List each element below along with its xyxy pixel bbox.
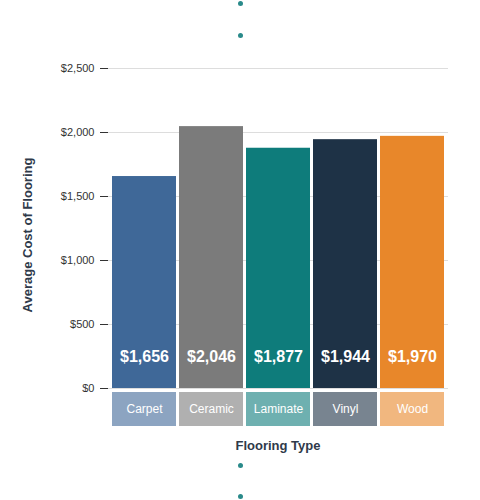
svg-text:Ceramic: Ceramic xyxy=(189,402,234,416)
svg-text:$0: $0 xyxy=(82,382,94,392)
svg-text:$2,046: $2,046 xyxy=(187,348,236,365)
svg-text:$2,000: $2,000 xyxy=(61,126,95,138)
svg-text:$500: $500 xyxy=(70,318,94,330)
svg-text:Vinyl: Vinyl xyxy=(333,402,359,416)
svg-text:$1,500: $1,500 xyxy=(61,190,95,202)
svg-text:$1,970: $1,970 xyxy=(388,348,437,365)
html-text:Flooring Type: Flooring Type xyxy=(235,438,321,453)
svg-text:Wood: Wood xyxy=(397,402,428,416)
svg-text:$1,000: $1,000 xyxy=(61,254,95,266)
svg-text:$1,656: $1,656 xyxy=(120,348,169,365)
svg-text:$1,944: $1,944 xyxy=(321,348,370,365)
svg-text:$1,877: $1,877 xyxy=(254,348,303,365)
svg-text:Carpet: Carpet xyxy=(126,402,163,416)
svg-text:$2,500: $2,500 xyxy=(61,62,95,74)
svg-text:Laminate: Laminate xyxy=(254,402,304,416)
html-text:Average Cost of Flooring: Average Cost of Flooring xyxy=(19,157,35,313)
